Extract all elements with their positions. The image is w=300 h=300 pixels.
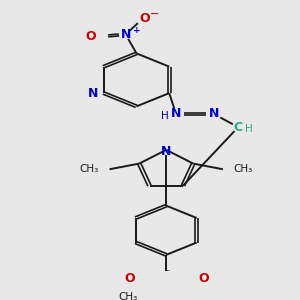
Text: H: H <box>161 111 169 121</box>
Text: O: O <box>199 272 209 285</box>
Text: O: O <box>139 12 150 25</box>
Text: CH₃: CH₃ <box>119 292 138 300</box>
Text: N: N <box>208 107 219 120</box>
Text: −: − <box>149 9 159 19</box>
Text: CH₃: CH₃ <box>234 164 253 174</box>
Text: C: C <box>234 121 243 134</box>
Text: H: H <box>245 124 253 134</box>
Text: O: O <box>124 272 135 285</box>
Text: CH₃: CH₃ <box>80 164 99 174</box>
Text: +: + <box>133 26 140 35</box>
Text: N: N <box>88 87 98 100</box>
Text: N: N <box>171 107 181 120</box>
Text: O: O <box>85 30 96 43</box>
Text: N: N <box>121 28 131 41</box>
Text: N: N <box>161 145 171 158</box>
